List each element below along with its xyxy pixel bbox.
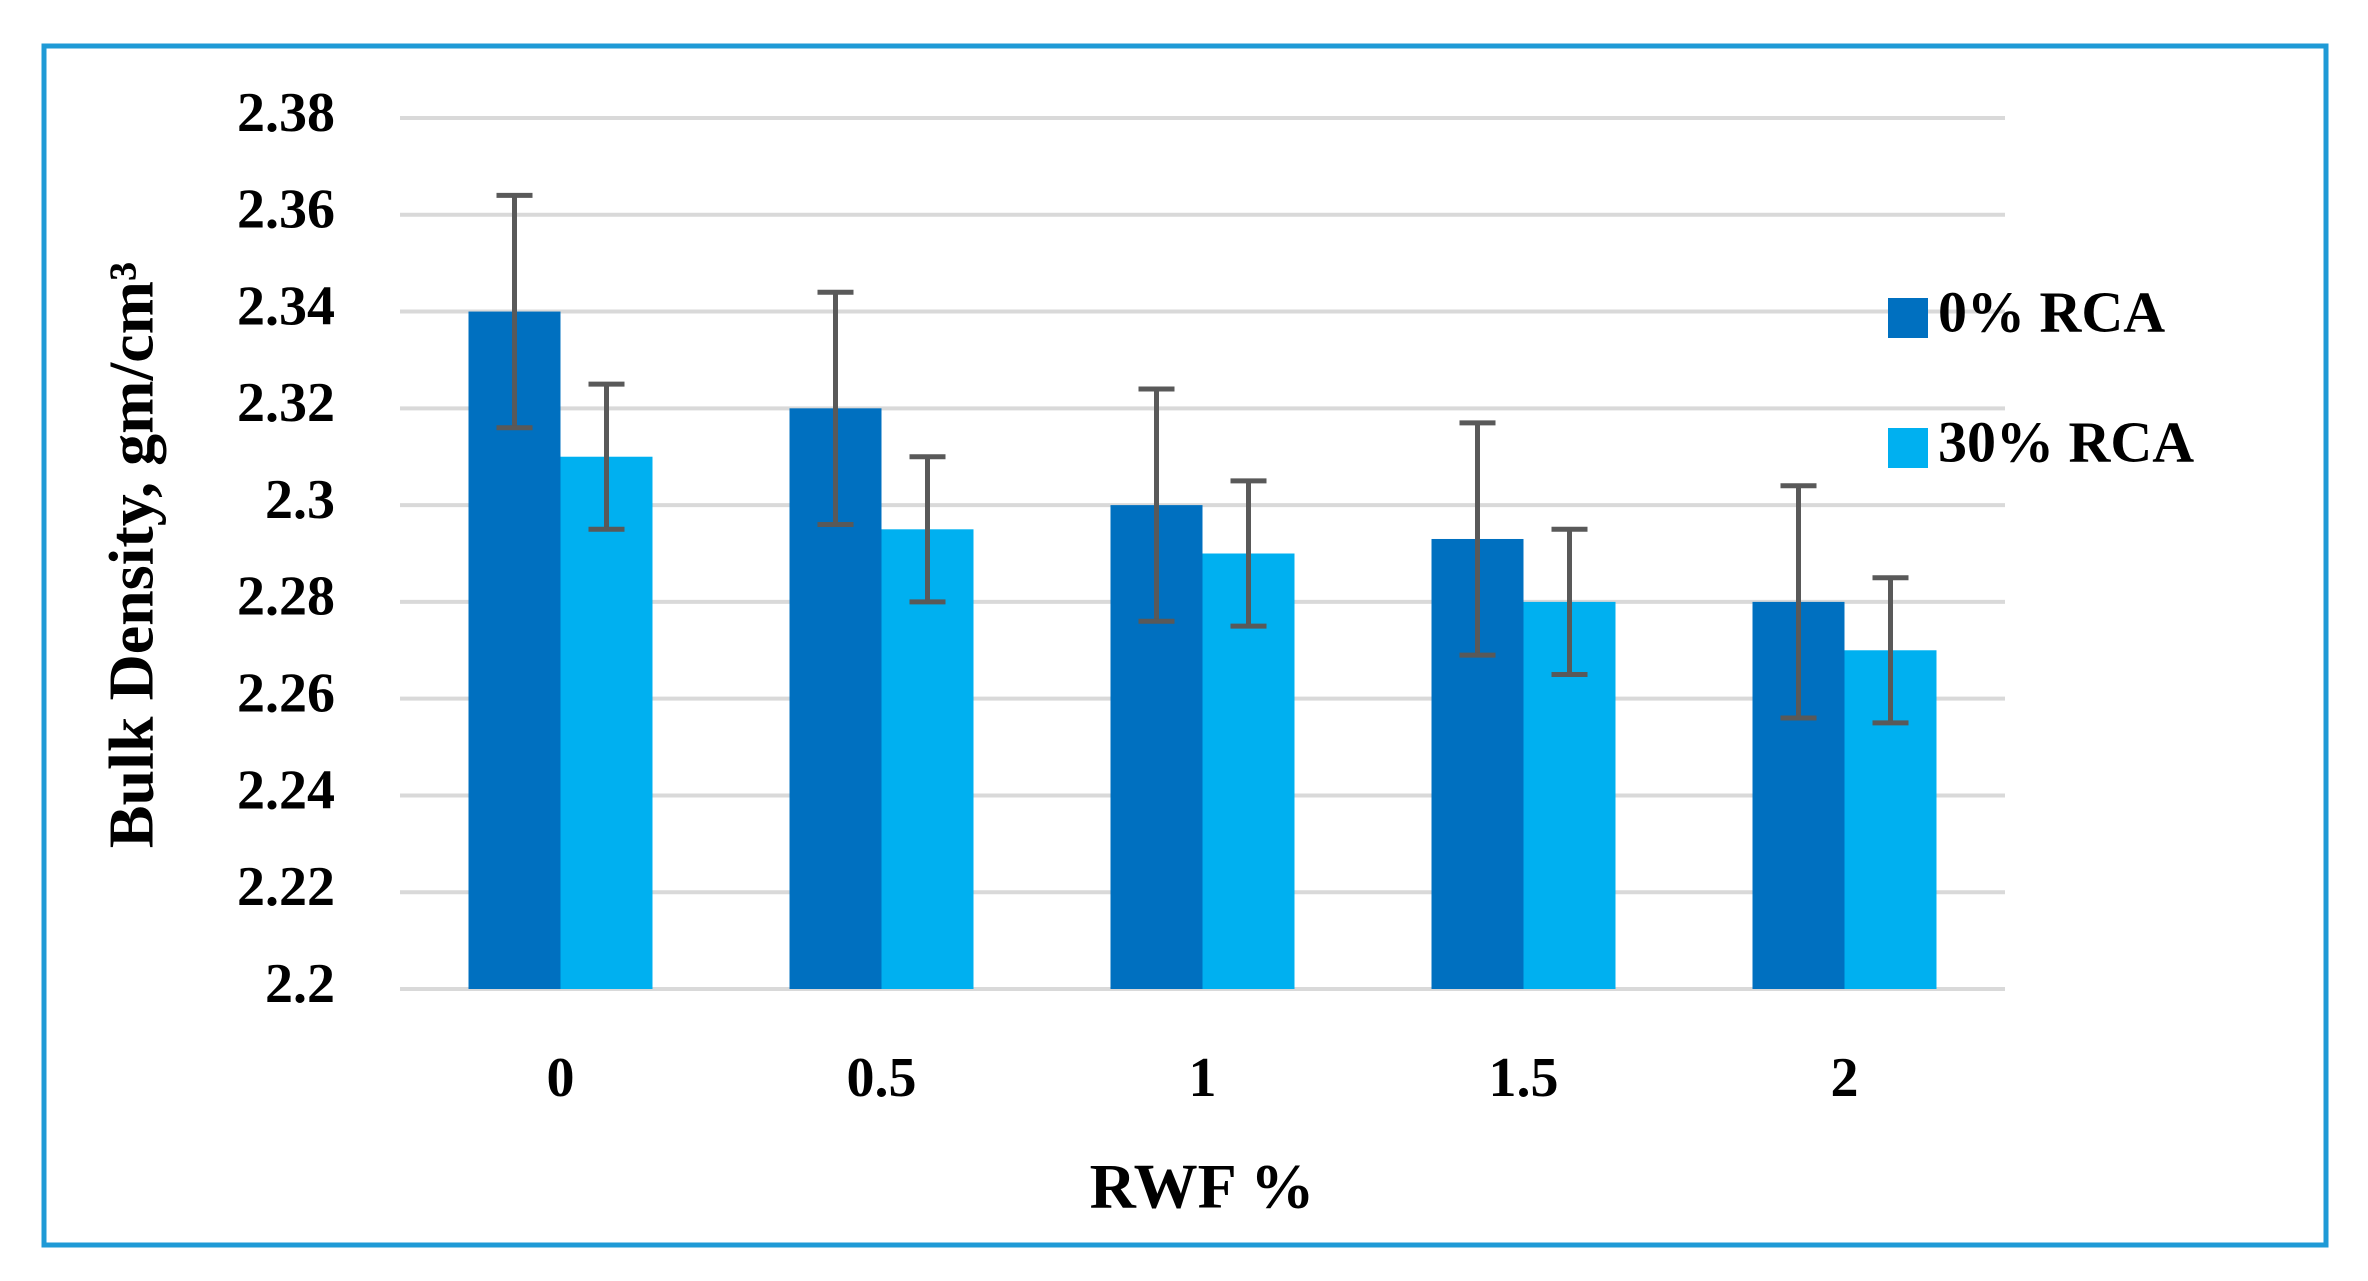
x-tick-label: 0.5: [847, 1047, 917, 1109]
x-tick-label: 2: [1831, 1047, 1859, 1109]
y-tick-label: 2.36: [237, 179, 335, 241]
y-tick-label: 2.26: [237, 663, 335, 725]
bar: [560, 456, 653, 989]
y-axis-title: Bulk Density, gm/cm³: [96, 262, 167, 848]
x-tick-label: 1.5: [1489, 1047, 1559, 1109]
x-axis-title: RWF %: [1090, 1151, 1315, 1222]
y-tick-label: 2.28: [237, 566, 335, 628]
bar: [881, 529, 974, 989]
x-tick-label: 0: [547, 1047, 575, 1109]
y-tick-label: 2.38: [237, 82, 335, 144]
frame: [41, 43, 2329, 1248]
y-tick-label: 2.22: [237, 856, 335, 918]
y-tick-label: 2.2: [265, 953, 335, 1015]
y-tick-label: 2.32: [237, 372, 335, 434]
y-tick-label: 2.3: [265, 469, 335, 531]
y-tick-label: 2.24: [237, 759, 335, 821]
y-tick-label: 2.34: [237, 275, 335, 337]
legend-swatch: [1888, 298, 1928, 338]
legend-swatch: [1888, 428, 1928, 468]
x-tick-label: 1: [1189, 1047, 1217, 1109]
legend-label: 30% RCA: [1938, 409, 2194, 474]
legend-label: 0% RCA: [1938, 279, 2165, 344]
